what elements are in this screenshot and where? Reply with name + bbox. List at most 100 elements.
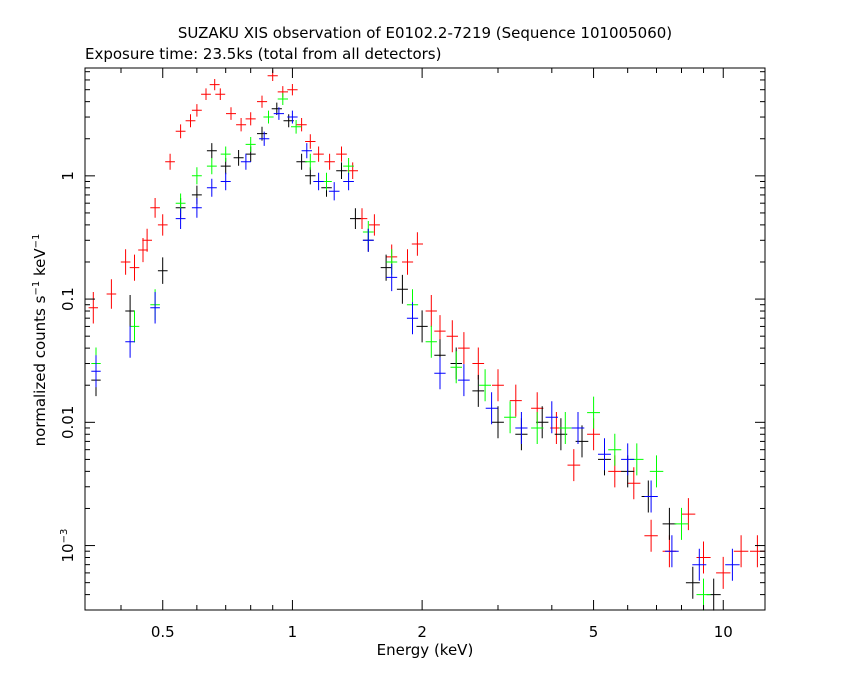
data-point [287, 110, 298, 124]
data-point [644, 480, 658, 513]
y-label-base: normalized counts s [31, 295, 49, 446]
data-point [545, 401, 558, 434]
data-point [191, 198, 202, 218]
data-point [240, 153, 251, 170]
y-label-unit: keV [31, 248, 49, 281]
data-point [662, 507, 677, 540]
data-point [458, 364, 470, 397]
y-axis-label: normalized counts s−1 keV−1 [31, 234, 49, 447]
data-point [685, 566, 700, 599]
data-point [226, 107, 236, 120]
data-point [674, 507, 689, 540]
data-point [479, 369, 491, 402]
data-point [257, 95, 268, 108]
data-point [696, 541, 711, 574]
data-point [157, 257, 168, 284]
data-point [644, 519, 658, 552]
data-point [328, 182, 340, 201]
data-point [138, 238, 148, 263]
data-point [245, 112, 256, 126]
data-point [369, 214, 380, 236]
data-point [515, 412, 528, 444]
plot-marks [88, 70, 765, 611]
y-tick-label: 0.1 [59, 287, 77, 311]
data-point [536, 406, 549, 439]
series-1 [91, 102, 721, 611]
data-point [259, 131, 270, 146]
data-point [150, 198, 160, 218]
data-point [649, 455, 664, 488]
data-point [504, 401, 517, 434]
data-point [277, 93, 288, 105]
data-point [627, 467, 641, 500]
data-point [665, 535, 679, 568]
data-point [396, 274, 408, 304]
data-point [416, 310, 428, 343]
y-label-unit-exponent: −1 [31, 234, 42, 249]
data-point [350, 208, 361, 229]
data-point [142, 228, 152, 252]
data-point [291, 120, 302, 134]
y-tick-label: 1 [59, 171, 77, 181]
data-point [313, 146, 324, 162]
data-point [402, 249, 414, 275]
data-point [191, 104, 202, 117]
data-point [450, 351, 462, 384]
data-point [324, 153, 335, 170]
data-point [305, 167, 316, 185]
data-point [91, 355, 101, 388]
data-point [273, 107, 284, 120]
data-point [263, 110, 274, 124]
data-point [733, 535, 749, 568]
data-point [305, 134, 316, 149]
data-point [209, 79, 220, 91]
data-point [296, 153, 307, 170]
data-point [236, 118, 247, 132]
data-point [175, 208, 186, 229]
data-point [271, 102, 282, 115]
data-point [425, 295, 437, 327]
data-point [215, 88, 226, 100]
y-tick-label: 0.01 [59, 406, 77, 439]
data-point [125, 325, 135, 358]
data-point [425, 325, 437, 358]
chart-title: SUZAKU XIS observation of E0102.2-7219 (… [178, 24, 672, 42]
series-2 [91, 93, 711, 611]
data-point [492, 369, 504, 402]
data-point [492, 406, 504, 439]
data-point [380, 254, 392, 281]
data-point [343, 172, 354, 191]
data-point [120, 249, 131, 275]
y-label-exponent: −1 [31, 281, 42, 296]
data-point [485, 392, 498, 425]
data-point [434, 357, 446, 390]
data-point [472, 374, 485, 407]
data-point [175, 124, 186, 139]
data-point [296, 118, 307, 132]
data-point [725, 548, 740, 581]
data-point [446, 320, 458, 353]
data-point [571, 412, 585, 444]
data-point [150, 292, 160, 324]
data-point [343, 158, 354, 175]
data-point [608, 433, 622, 466]
data-point [191, 167, 202, 185]
data-point [692, 548, 707, 581]
series-3 [91, 107, 740, 581]
data-point [716, 556, 731, 589]
data-point [129, 310, 140, 343]
data-point [233, 150, 244, 166]
plot-frame [84, 67, 766, 611]
data-point [220, 146, 231, 162]
y-tick-label: 10−3 [59, 529, 77, 563]
data-point [458, 332, 470, 365]
data-point [621, 443, 635, 476]
chart-subtitle: Exposure time: 23.5ks (total from all de… [85, 45, 441, 63]
data-point [245, 137, 256, 152]
data-point [598, 438, 611, 471]
data-point [336, 146, 347, 162]
data-point [206, 178, 217, 197]
data-point [305, 153, 316, 170]
data-point [106, 279, 117, 309]
